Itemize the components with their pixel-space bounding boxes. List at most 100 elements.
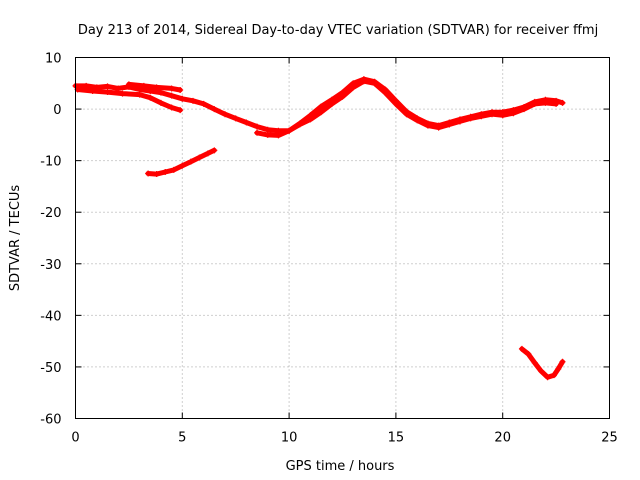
data-point bbox=[200, 100, 207, 107]
data-point bbox=[89, 88, 96, 95]
data-point bbox=[550, 372, 557, 379]
data-point bbox=[119, 90, 126, 97]
data-point bbox=[254, 123, 261, 130]
data-point bbox=[531, 359, 538, 366]
data-point bbox=[518, 345, 525, 352]
data-point bbox=[555, 365, 562, 372]
data-point bbox=[531, 100, 538, 107]
data-point bbox=[196, 154, 203, 161]
data-point bbox=[125, 81, 132, 88]
data-point bbox=[232, 115, 239, 122]
data-point bbox=[559, 358, 566, 365]
data-point bbox=[328, 100, 335, 107]
data-point bbox=[177, 86, 184, 93]
data-point bbox=[339, 93, 346, 100]
plot-frame bbox=[75, 57, 610, 419]
x-tick-label: 20 bbox=[494, 431, 511, 446]
y-tick-label: 10 bbox=[45, 52, 62, 67]
data-point bbox=[168, 92, 175, 99]
axes: 0 5 10 15 20 25 -60 -50 -40 -30 -20 -10 0 10 bbox=[40, 52, 618, 446]
data-point bbox=[382, 89, 389, 96]
data-point bbox=[222, 111, 229, 118]
data-point bbox=[559, 99, 566, 106]
data-point bbox=[153, 171, 160, 178]
data-point bbox=[243, 119, 250, 126]
data-point bbox=[414, 117, 421, 124]
data-point bbox=[254, 129, 261, 136]
data-point bbox=[392, 100, 399, 107]
data-point bbox=[553, 100, 560, 107]
y-tick-label: -50 bbox=[40, 361, 61, 376]
data-point bbox=[179, 95, 186, 102]
data-point bbox=[204, 150, 211, 157]
data-point bbox=[170, 166, 177, 173]
data-point bbox=[542, 99, 549, 106]
data-point bbox=[350, 84, 357, 91]
data-point bbox=[446, 121, 453, 128]
data-point bbox=[147, 94, 154, 101]
data-point bbox=[275, 132, 282, 139]
data-point bbox=[162, 168, 169, 175]
data-point bbox=[264, 126, 271, 133]
data-point bbox=[187, 158, 194, 165]
y-tick-label: -10 bbox=[40, 155, 61, 170]
x-tick-label: 15 bbox=[388, 431, 405, 446]
data-point bbox=[211, 147, 218, 154]
data-point bbox=[211, 106, 218, 113]
data-point bbox=[499, 112, 506, 119]
data-point bbox=[307, 116, 314, 123]
data-point bbox=[296, 121, 303, 128]
data-point bbox=[168, 104, 175, 111]
data-point bbox=[264, 131, 271, 138]
data-point bbox=[104, 83, 111, 90]
data-point bbox=[360, 78, 367, 85]
data-point bbox=[140, 82, 147, 89]
data-point bbox=[489, 111, 496, 118]
x-tick-label: 5 bbox=[178, 431, 186, 446]
data-point bbox=[403, 111, 410, 118]
data-point bbox=[371, 80, 378, 87]
data-point bbox=[145, 170, 152, 177]
y-tick-label: 0 bbox=[53, 103, 61, 118]
series-track-4 bbox=[254, 78, 560, 139]
chart-title: Day 213 of 2014, Sidereal Day-to-day VTE… bbox=[78, 23, 598, 38]
data-point bbox=[510, 110, 517, 117]
data-point bbox=[521, 106, 528, 113]
data-point bbox=[456, 118, 463, 125]
data-point bbox=[157, 99, 164, 106]
data-point bbox=[115, 85, 122, 92]
x-tick-label: 25 bbox=[601, 431, 618, 446]
data-point bbox=[478, 113, 485, 120]
x-tick-label: 10 bbox=[281, 431, 298, 446]
data-points bbox=[72, 76, 566, 381]
data-point bbox=[168, 85, 175, 92]
data-point bbox=[177, 107, 184, 114]
y-axis-label: SDTVAR / TECUs bbox=[8, 185, 23, 292]
data-point bbox=[318, 109, 325, 116]
y-tick-label: -20 bbox=[40, 206, 61, 221]
data-point bbox=[286, 127, 293, 134]
series-band bbox=[519, 346, 565, 380]
grid bbox=[75, 57, 610, 419]
series-track-3 bbox=[125, 81, 184, 93]
series-band bbox=[145, 147, 217, 177]
data-point bbox=[189, 97, 196, 104]
data-point bbox=[157, 89, 164, 96]
y-tick-label: -30 bbox=[40, 258, 61, 273]
data-point bbox=[467, 115, 474, 122]
data-point bbox=[424, 122, 431, 129]
data-point bbox=[179, 162, 186, 169]
data-point bbox=[318, 103, 325, 110]
data-point bbox=[525, 351, 532, 358]
data-point bbox=[538, 368, 545, 375]
x-tick-label: 0 bbox=[71, 431, 79, 446]
data-point bbox=[153, 84, 160, 91]
data-point bbox=[544, 374, 551, 381]
series-track-2 bbox=[74, 86, 184, 114]
data-point bbox=[136, 91, 143, 98]
data-point bbox=[104, 89, 111, 96]
series-track-6 bbox=[518, 345, 566, 381]
y-tick-label: -60 bbox=[40, 413, 61, 428]
series-track-5 bbox=[145, 147, 218, 178]
